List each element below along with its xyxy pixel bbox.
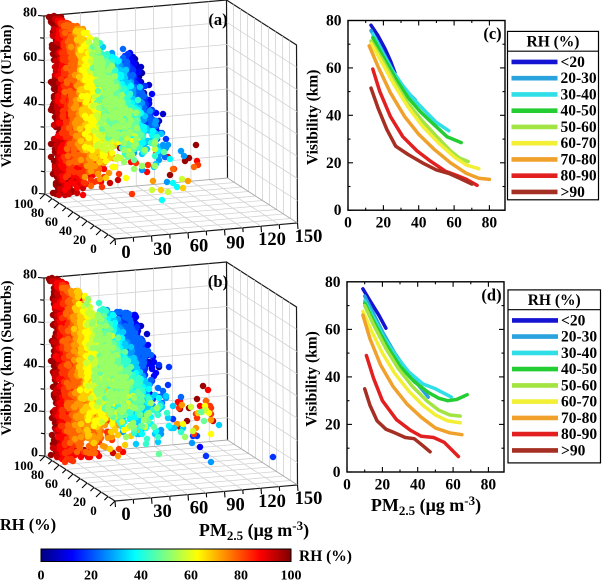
svg-text:30-40: 30-40 <box>561 86 597 103</box>
svg-text:30: 30 <box>153 502 172 522</box>
svg-text:20: 20 <box>84 569 98 582</box>
svg-text:Visibility (km) (Suburbs): Visibility (km) (Suburbs) <box>0 280 15 435</box>
svg-text:20: 20 <box>325 416 341 433</box>
svg-text:40: 40 <box>410 477 426 494</box>
svg-text:RH (%): RH (%) <box>299 548 352 565</box>
svg-text:<20: <20 <box>561 54 586 71</box>
svg-text:40: 40 <box>24 95 38 110</box>
svg-text:0: 0 <box>334 202 342 219</box>
svg-text:(c): (c) <box>483 24 501 43</box>
svg-text:20-30: 20-30 <box>561 329 597 346</box>
svg-text:40: 40 <box>326 107 342 124</box>
svg-text:60: 60 <box>326 60 342 77</box>
svg-text:0: 0 <box>38 569 45 582</box>
svg-text:20: 20 <box>73 232 86 247</box>
svg-text:>90: >90 <box>561 442 586 459</box>
svg-text:Visibility (km): Visibility (km) <box>304 331 321 426</box>
svg-text:(b): (b) <box>208 272 228 291</box>
svg-text:0: 0 <box>121 243 130 263</box>
svg-text:150: 150 <box>295 227 323 247</box>
svg-text:80: 80 <box>481 477 497 494</box>
svg-text:80: 80 <box>325 274 341 291</box>
svg-text:RH (%): RH (%) <box>528 292 581 309</box>
svg-text:150: 150 <box>295 489 323 509</box>
svg-text:0: 0 <box>343 477 351 494</box>
svg-text:20: 20 <box>376 215 392 232</box>
svg-text:0: 0 <box>344 215 352 232</box>
svg-text:70-80: 70-80 <box>561 410 597 427</box>
svg-text:60: 60 <box>190 237 209 257</box>
svg-text:90: 90 <box>226 495 245 515</box>
svg-text:20: 20 <box>326 155 342 172</box>
svg-text:50-60: 50-60 <box>561 119 597 136</box>
svg-text:30: 30 <box>153 240 172 260</box>
svg-text:0: 0 <box>121 505 130 525</box>
svg-text:60: 60 <box>445 477 461 494</box>
svg-text:20: 20 <box>375 477 391 494</box>
svg-text:70-80: 70-80 <box>561 151 597 168</box>
svg-text:100: 100 <box>281 569 302 582</box>
svg-text:80: 80 <box>23 268 37 283</box>
svg-text:90: 90 <box>226 233 245 253</box>
svg-text:40-50: 40-50 <box>561 361 597 378</box>
svg-text:120: 120 <box>258 492 286 512</box>
svg-text:60: 60 <box>190 499 209 519</box>
svg-text:Visibility (km): Visibility (km) <box>305 70 322 165</box>
svg-text:60: 60 <box>45 214 58 229</box>
svg-text:20-30: 20-30 <box>561 70 597 87</box>
svg-text:60-70: 60-70 <box>561 135 597 152</box>
svg-text:40: 40 <box>59 223 72 238</box>
svg-text:60: 60 <box>23 50 37 65</box>
svg-text:20: 20 <box>24 401 38 416</box>
svg-text:Visibility (km) (Urban): Visibility (km) (Urban) <box>0 24 15 167</box>
svg-text:20: 20 <box>73 494 86 509</box>
svg-text:60: 60 <box>184 569 198 582</box>
svg-text:RH (%): RH (%) <box>527 33 580 50</box>
svg-text:60: 60 <box>23 312 37 327</box>
svg-text:>90: >90 <box>561 184 586 201</box>
svg-text:40: 40 <box>59 485 72 500</box>
svg-text:120: 120 <box>258 230 286 250</box>
svg-text:60-70: 60-70 <box>561 394 597 411</box>
svg-text:30-40: 30-40 <box>561 345 597 362</box>
svg-text:60: 60 <box>325 321 341 338</box>
svg-text:80: 80 <box>234 569 248 582</box>
svg-text:20: 20 <box>24 139 38 154</box>
svg-text:80: 80 <box>482 215 498 232</box>
svg-text:0: 0 <box>333 464 341 481</box>
svg-text:80-90: 80-90 <box>561 168 597 185</box>
svg-text:0: 0 <box>90 241 97 256</box>
svg-text:80: 80 <box>326 13 342 30</box>
svg-text:(d): (d) <box>481 285 501 304</box>
svg-text:60: 60 <box>446 215 462 232</box>
svg-text:RH (%): RH (%) <box>0 515 56 534</box>
svg-text:40: 40 <box>24 357 38 372</box>
svg-text:80-90: 80-90 <box>561 426 597 443</box>
svg-text:100: 100 <box>14 458 34 473</box>
svg-text:40: 40 <box>411 215 427 232</box>
svg-text:100: 100 <box>14 196 34 211</box>
svg-text:80: 80 <box>23 6 37 21</box>
svg-text:40-50: 40-50 <box>561 103 597 120</box>
svg-text:(a): (a) <box>208 10 227 29</box>
svg-text:60: 60 <box>45 476 58 491</box>
svg-text:40: 40 <box>134 569 148 582</box>
svg-text:0: 0 <box>90 503 97 518</box>
svg-text:40: 40 <box>325 369 341 386</box>
svg-text:<20: <20 <box>561 312 586 329</box>
svg-text:50-60: 50-60 <box>561 377 597 394</box>
